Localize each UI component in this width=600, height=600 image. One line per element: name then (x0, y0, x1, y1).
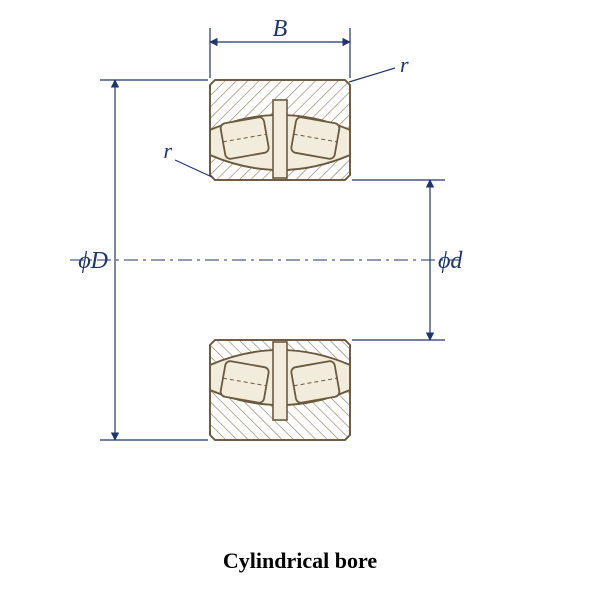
fillet-r-top: r (349, 52, 409, 82)
label-d: ϕd (438, 248, 463, 274)
fillet-r-left: r (163, 138, 212, 177)
diagram-title: Cylindrical bore (0, 548, 600, 574)
bearing-bottom-section (210, 340, 350, 440)
dimension-B: B (210, 16, 350, 78)
bearing-top-section (210, 80, 350, 180)
bearing-cross-section-diagram: B ϕD ϕd r r (0, 0, 600, 520)
label-r-top: r (400, 52, 409, 77)
label-B: B (273, 16, 288, 42)
label-r-left: r (163, 138, 172, 163)
label-D: ϕD (78, 248, 108, 274)
